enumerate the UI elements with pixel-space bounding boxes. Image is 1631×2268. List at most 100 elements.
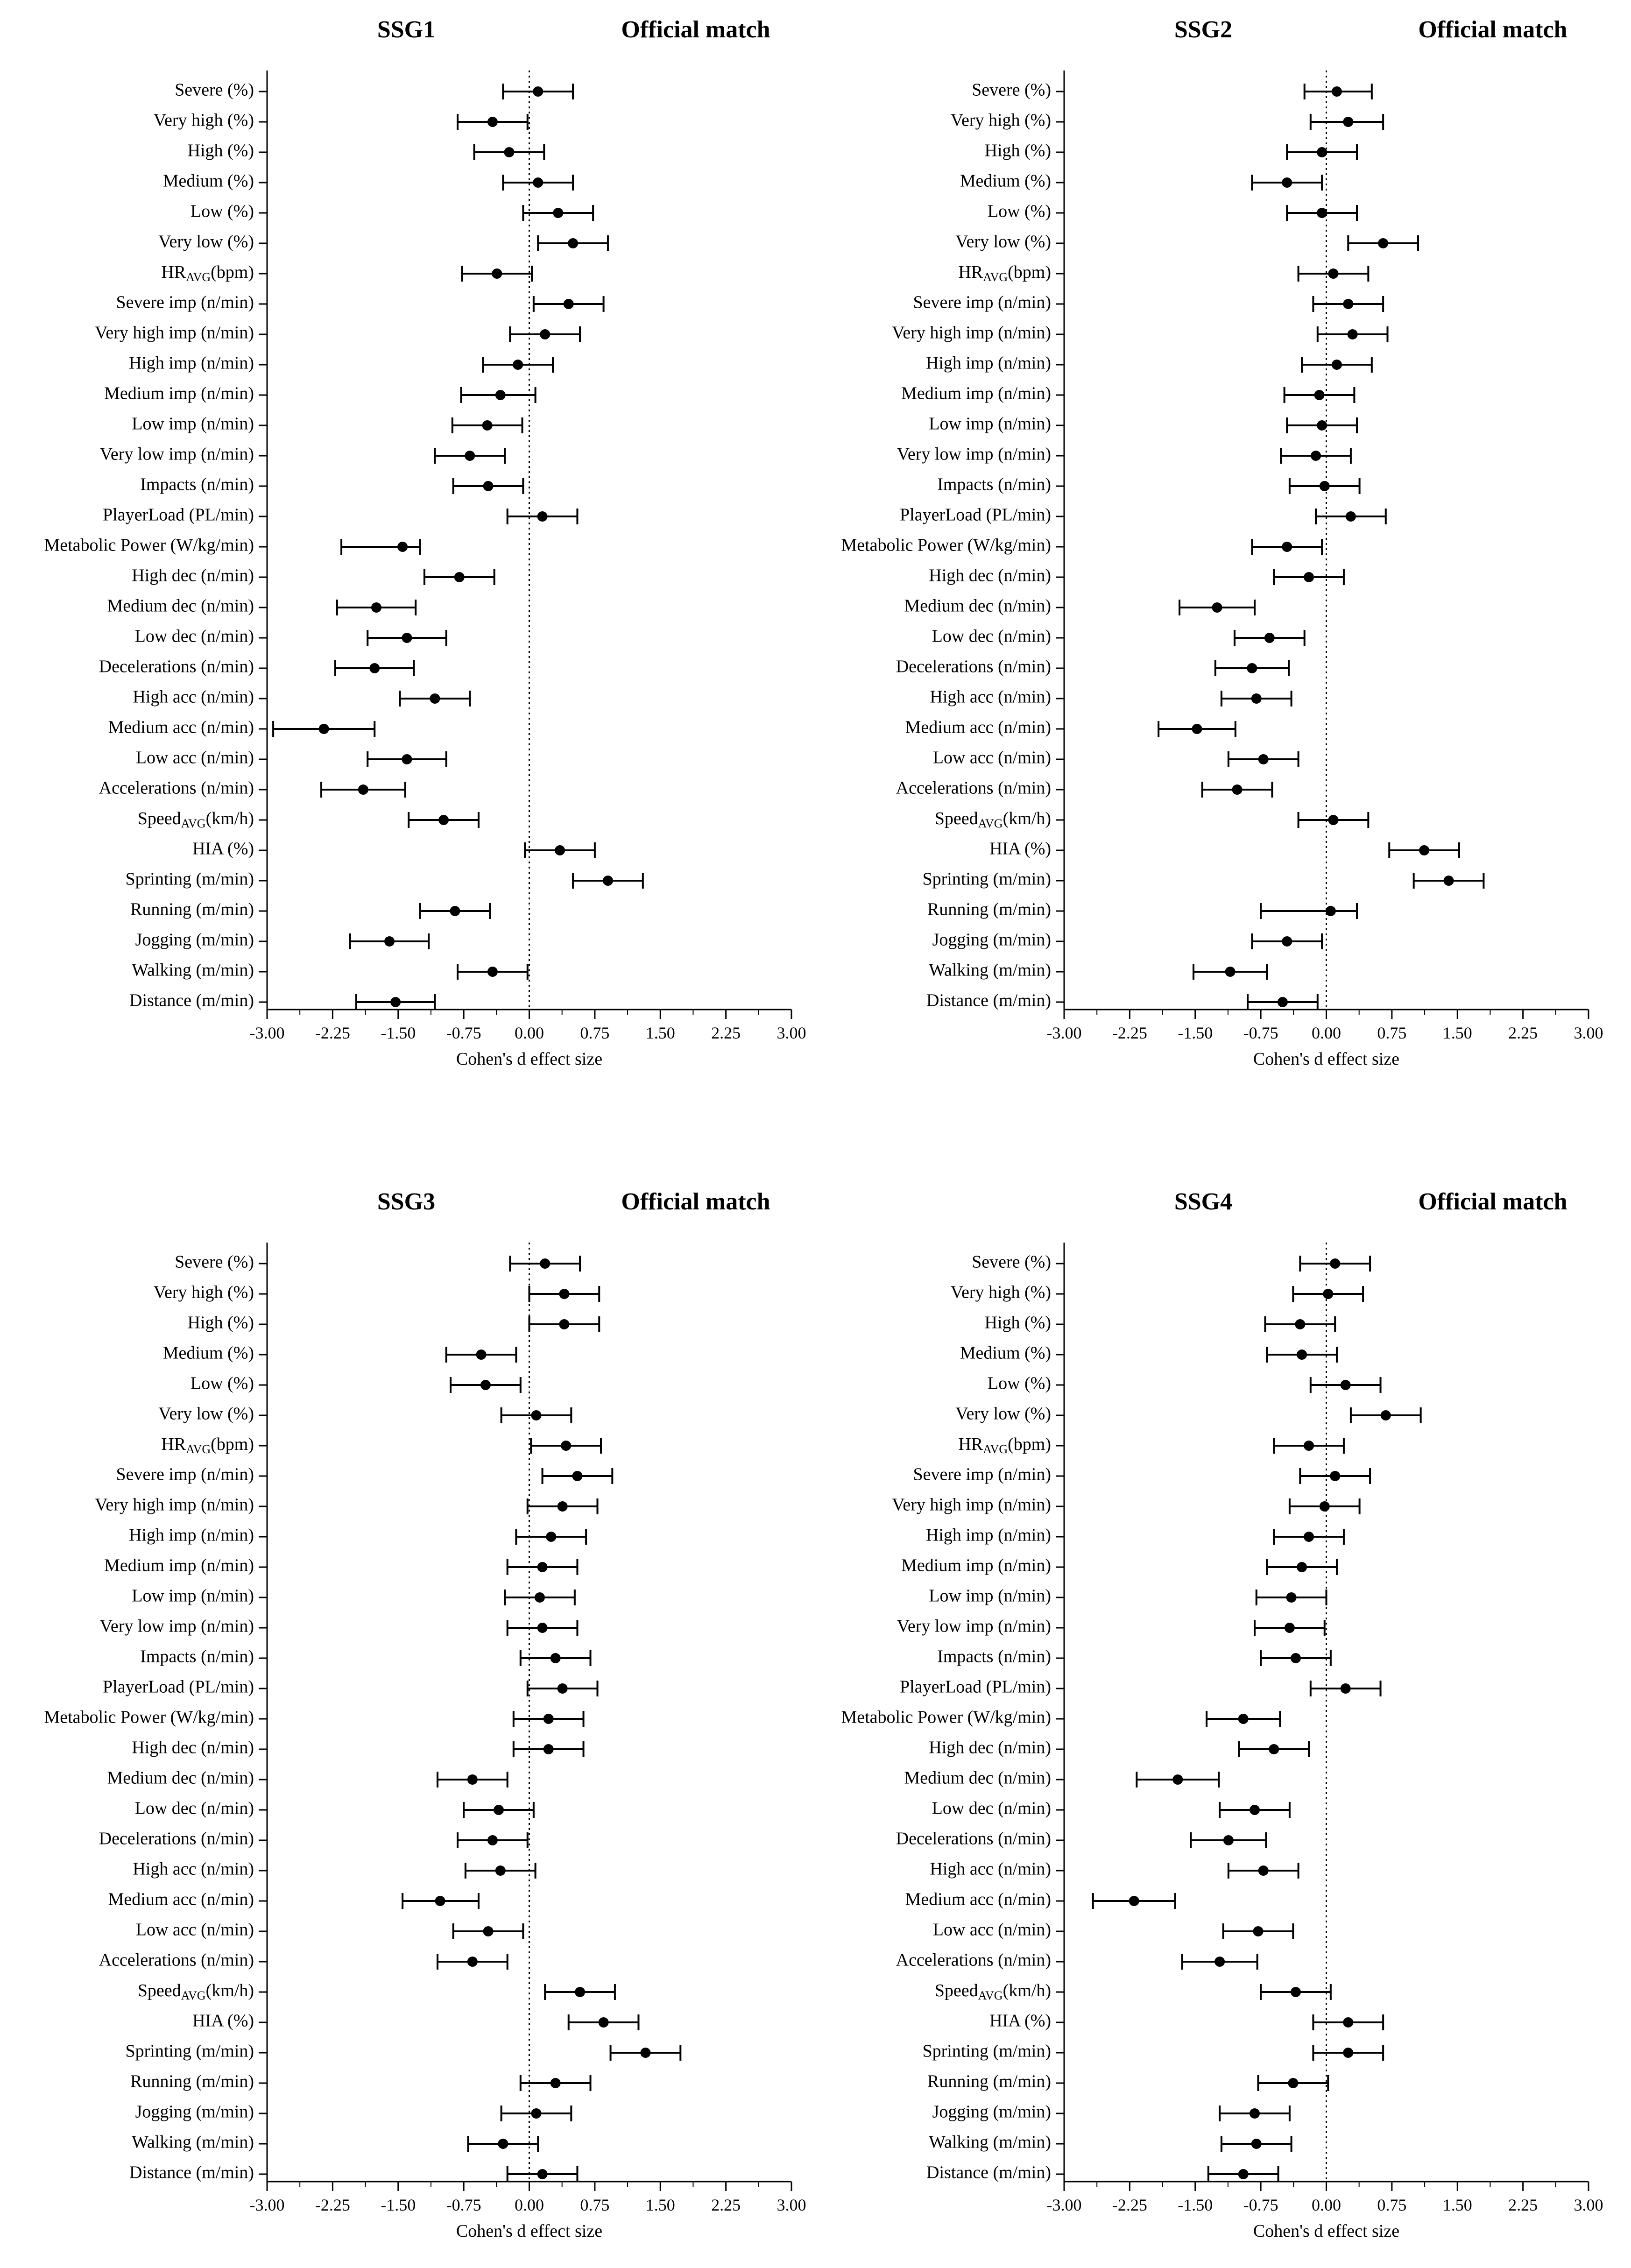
y-tick-label: Metabolic Power (W/kg/min): [841, 1708, 1051, 1727]
effect-size-point: [543, 1714, 554, 1724]
y-tick-label: Low imp (n/min): [132, 1586, 254, 1606]
y-tick-label: Decelerations (n/min): [896, 657, 1051, 677]
effect-size-point: [1264, 633, 1275, 643]
y-tick-label: Decelerations (n/min): [99, 657, 254, 677]
y-tick-label: Medium imp (n/min): [901, 384, 1051, 403]
effect-size-point: [1347, 329, 1358, 339]
effect-size-point: [555, 845, 565, 855]
x-tick-label: 3.00: [777, 2196, 806, 2214]
x-tick-label: 0.75: [580, 2196, 609, 2214]
panel-ssg3: SSG3 Official match -3.00 -2.25 -1.50 -0.75 0.…: [44, 1188, 806, 2241]
y-tick-label: HIA (%): [192, 2011, 254, 2031]
x-tick-label: -2.25: [315, 2196, 350, 2214]
y-tick-label: Medium (%): [163, 171, 254, 191]
y-tick-label: Medium acc (n/min): [108, 1890, 254, 1909]
x-axis-label: Cohen's d effect size: [1253, 1049, 1399, 1069]
x-tick-label: 1.50: [646, 2196, 675, 2214]
x-tick-label: -1.50: [1178, 2196, 1213, 2214]
effect-size-point: [1286, 1592, 1297, 1603]
y-tick-label: Impacts (n/min): [937, 1647, 1051, 1667]
x-tick-label: 0.75: [1377, 1024, 1406, 1042]
y-tick-label: Medium imp (n/min): [104, 384, 254, 403]
y-tick-label: Low (%): [988, 202, 1051, 221]
x-axis-label: Cohen's d effect size: [456, 2221, 602, 2241]
y-tick-label: Impacts (n/min): [140, 475, 254, 495]
effect-size-point: [483, 1926, 494, 1936]
panel-ssg1: SSG1 Official match -3.00 -2.25 -1.50 -0.75 0.…: [44, 16, 806, 1069]
x-axis-label: Cohen's d effect size: [1253, 2221, 1399, 2241]
y-tick-label: Medium (%): [163, 1343, 254, 1363]
y-tick-label: Decelerations (n/min): [99, 1829, 254, 1849]
effect-size-point: [1340, 1683, 1351, 1694]
y-tick-label: Distance (m/min): [129, 991, 254, 1010]
effect-size-point: [397, 542, 408, 552]
y-tick-label: Very low (%): [955, 1404, 1051, 1424]
effect-size-point: [1290, 1987, 1301, 1997]
y-tick-label: Medium (%): [960, 171, 1051, 191]
effect-size-point: [1343, 2048, 1354, 2058]
effect-size-point: [495, 390, 506, 400]
effect-size-point: [495, 1865, 506, 1876]
effect-size-point: [1319, 481, 1330, 491]
y-tick-label: SpeedAVG(km/h): [935, 809, 1051, 830]
y-tick-label: Very low imp (n/min): [100, 445, 254, 464]
effect-size-point: [1328, 268, 1339, 279]
effect-size-point: [534, 1592, 545, 1603]
y-tick-label: Very low imp (n/min): [897, 445, 1051, 464]
effect-size-point: [602, 876, 613, 886]
y-tick-label: HIA (%): [989, 839, 1051, 859]
x-tick-label: 3.00: [1574, 2196, 1603, 2214]
effect-size-point: [1282, 542, 1292, 552]
effect-size-point: [572, 1471, 583, 1481]
effect-size-point: [533, 177, 544, 188]
effect-size-point: [559, 1289, 570, 1299]
y-tick-label: HRAVG(bpm): [958, 1434, 1051, 1456]
y-tick-label: HIA (%): [192, 839, 254, 859]
y-tick-label: Medium dec (n/min): [107, 596, 254, 616]
x-tick-label: 1.50: [646, 1024, 675, 1042]
effect-size-point: [1172, 1774, 1183, 1785]
y-tick-label: Sprinting (m/min): [923, 2042, 1052, 2061]
effect-size-point: [546, 1532, 557, 1542]
y-tick-label: Running (m/min): [130, 900, 254, 919]
y-tick-label: High acc (n/min): [930, 687, 1051, 707]
effect-size-point: [1343, 117, 1354, 127]
effect-size-point: [531, 1410, 542, 1420]
effect-size-point: [1323, 1289, 1334, 1299]
effect-size-point: [531, 2108, 542, 2119]
effect-size-point: [1311, 451, 1321, 461]
y-tick-label: Severe imp (n/min): [913, 1465, 1051, 1484]
effect-size-point: [1419, 845, 1430, 855]
panel-title: SSG4: [1174, 1188, 1232, 1215]
y-tick-label: High imp (n/min): [129, 353, 254, 373]
y-tick-label: Medium acc (n/min): [108, 718, 254, 737]
y-tick-label: High (%): [985, 141, 1051, 161]
effect-size-point: [390, 997, 401, 1007]
y-tick-label: Very high imp (n/min): [95, 323, 254, 343]
y-tick-label: Jogging (m/min): [135, 2102, 254, 2122]
x-axis-label: Cohen's d effect size: [456, 1049, 602, 1069]
panel-ssg2: SSG2 Official match -3.00 -2.25 -1.50 -0.75 0.…: [841, 16, 1603, 1069]
y-tick-label: Low acc (n/min): [933, 1920, 1051, 1940]
official-match-title: Official match: [621, 16, 770, 43]
y-tick-label: Accelerations (n/min): [896, 778, 1051, 798]
effect-size-point: [1443, 876, 1454, 886]
effect-size-point: [1284, 1623, 1295, 1633]
y-tick-label: SpeedAVG(km/h): [138, 1981, 254, 2002]
effect-size-point: [1325, 906, 1336, 916]
effect-size-point: [504, 147, 515, 157]
y-tick-label: Walking (m/min): [929, 961, 1051, 980]
x-tick-label: 0.75: [1377, 2196, 1406, 2214]
y-tick-label: Very high imp (n/min): [892, 323, 1051, 343]
effect-size-point: [1378, 238, 1389, 248]
y-tick-label: Medium acc (n/min): [905, 718, 1051, 737]
y-tick-label: High (%): [985, 1313, 1051, 1333]
y-tick-label: Low acc (n/min): [136, 1920, 254, 1940]
x-tick-label: 2.25: [1508, 2196, 1538, 2214]
y-tick-label: Severe (%): [972, 80, 1051, 100]
x-tick-label: 0.00: [1312, 2196, 1341, 2214]
effect-size-point: [493, 1805, 504, 1815]
y-tick-label: Sprinting (m/min): [126, 869, 254, 889]
effect-size-point: [557, 1501, 568, 1512]
x-tick-label: 2.25: [1508, 1024, 1538, 1042]
